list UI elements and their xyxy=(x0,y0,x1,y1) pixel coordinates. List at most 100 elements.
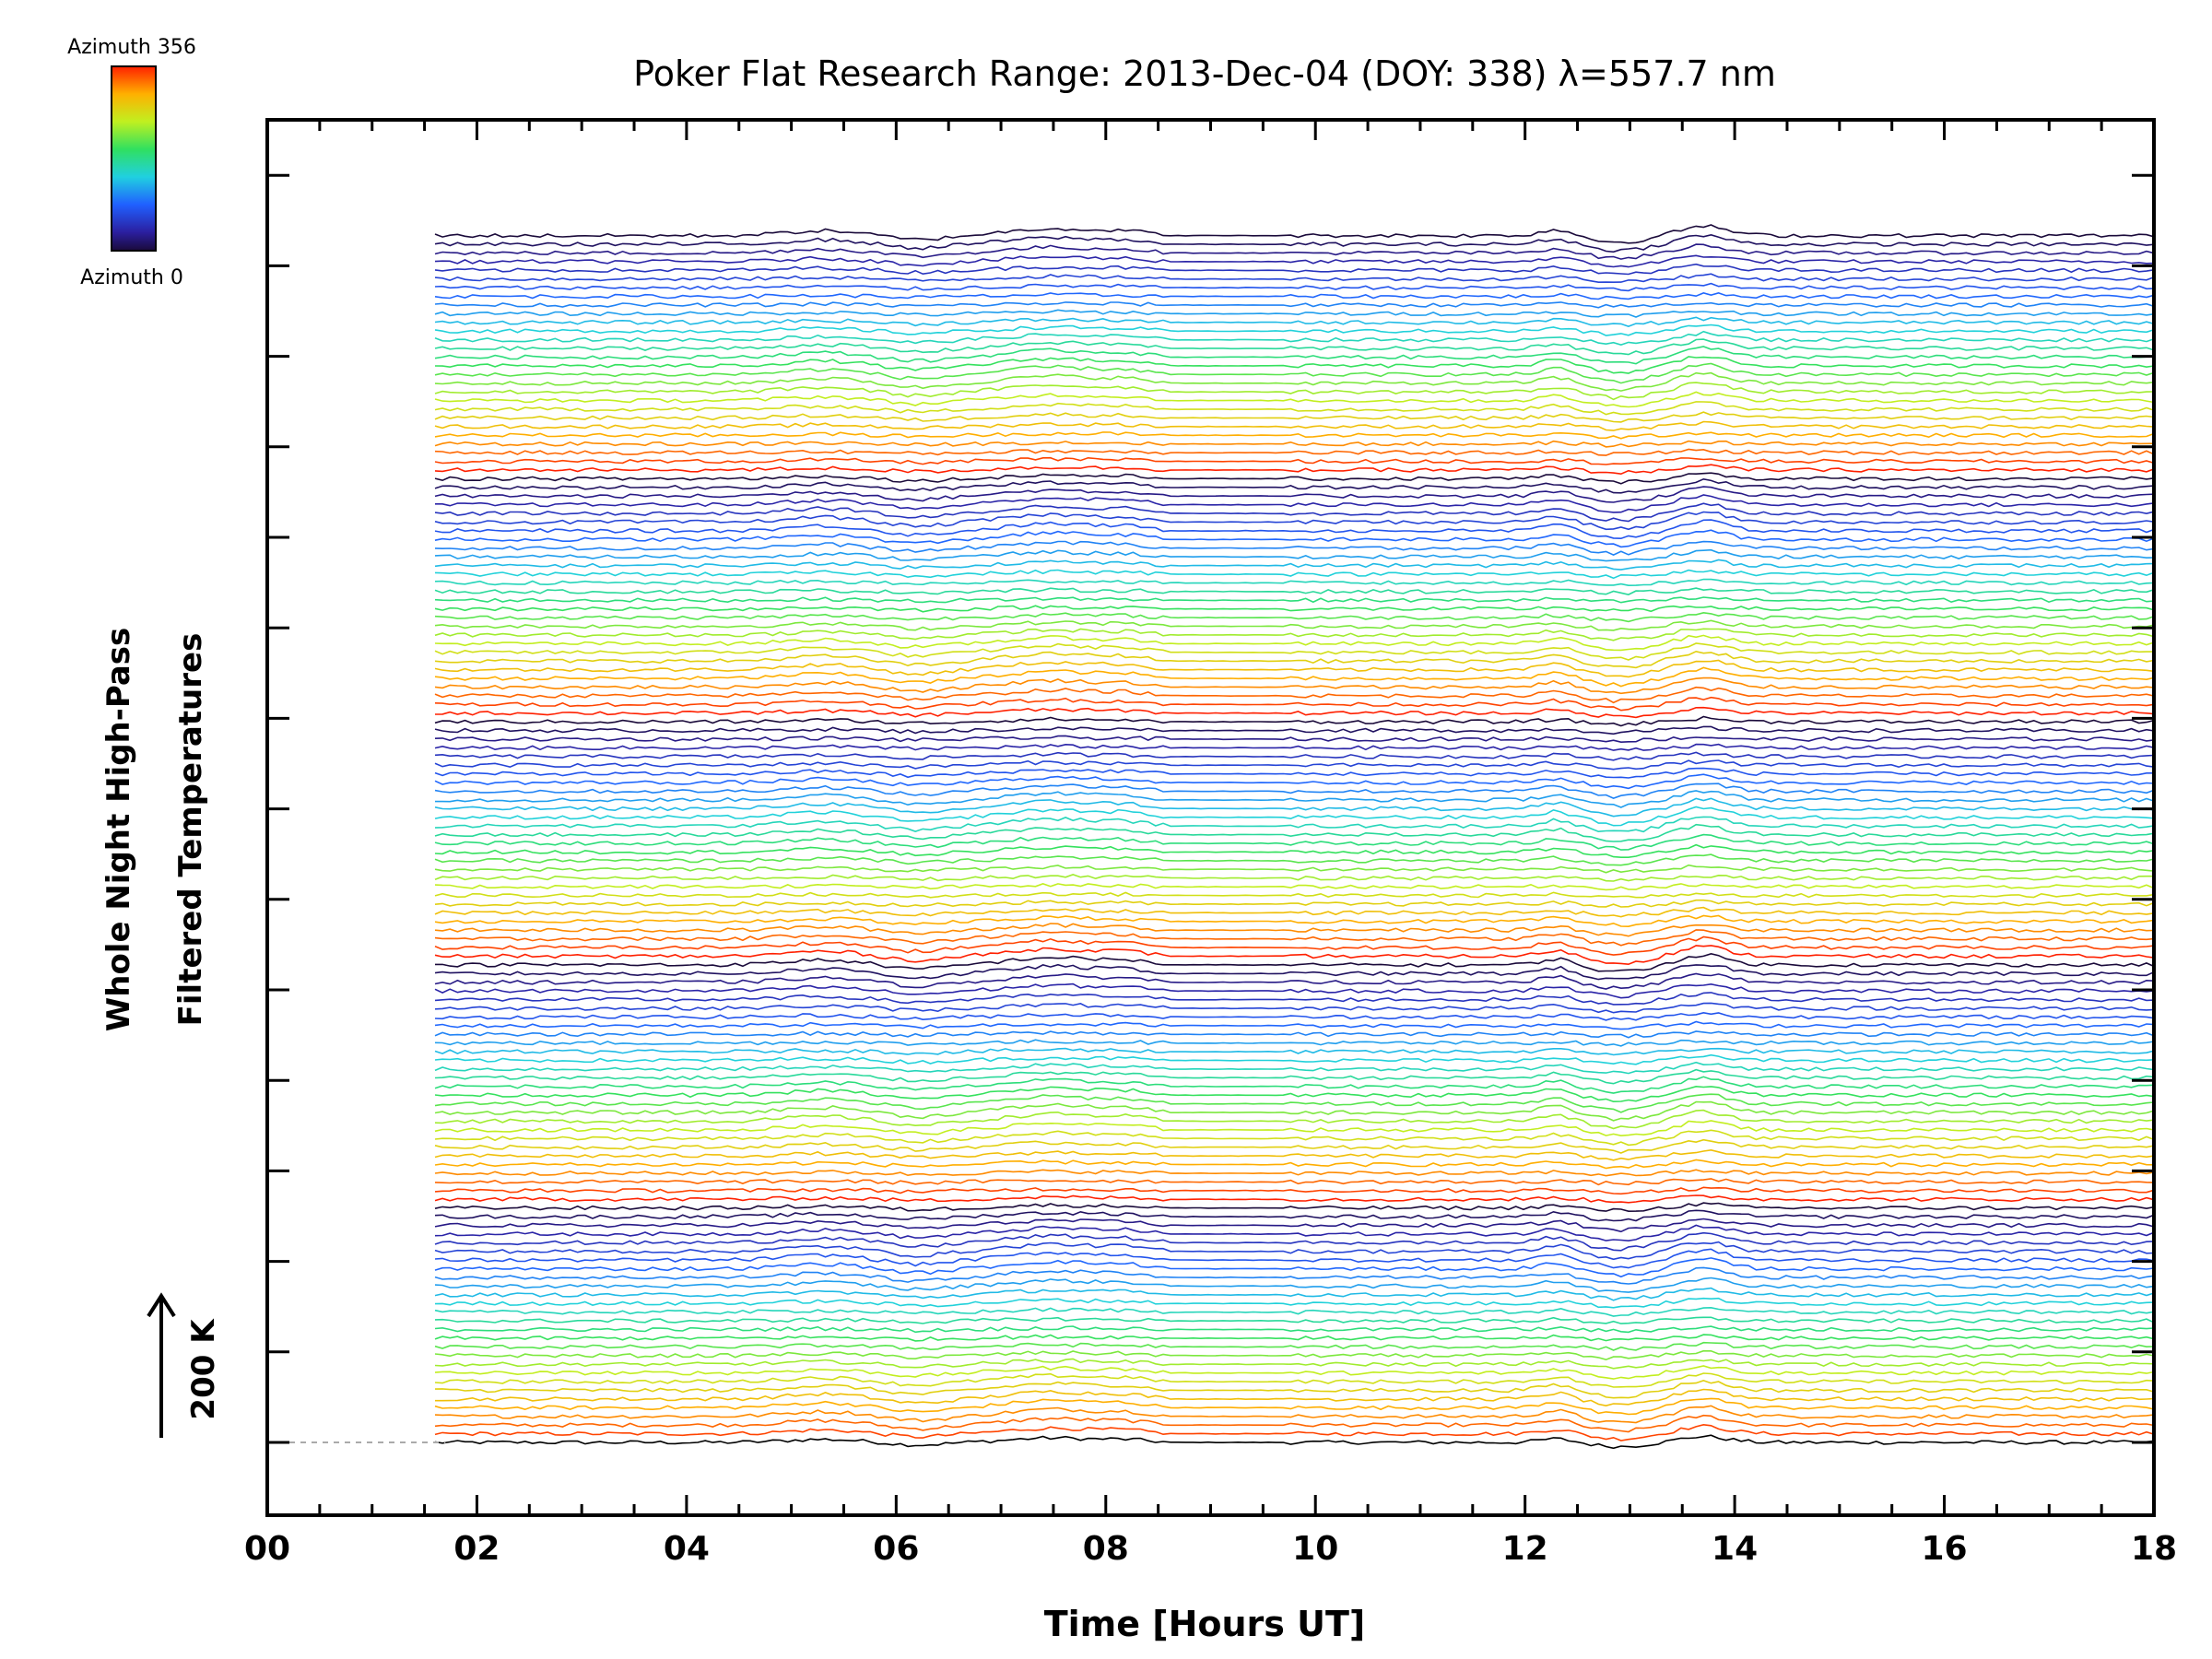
series-line-137 xyxy=(434,243,2155,260)
series-line-77 xyxy=(434,767,2154,779)
colorbar-top-label: Azimuth 356 xyxy=(67,36,196,59)
series-line-34 xyxy=(434,1138,2155,1154)
x-tick-label: 04 xyxy=(664,1530,710,1568)
x-tick-label: 14 xyxy=(1712,1530,1758,1568)
series-line-56 xyxy=(434,945,2155,966)
series-line-38 xyxy=(434,1100,2155,1122)
series-line-30 xyxy=(434,1178,2155,1186)
series-line-37 xyxy=(434,1109,2155,1130)
series-line-125 xyxy=(434,346,2155,365)
scale-bar-arrow-head xyxy=(147,1292,176,1318)
series-line-13 xyxy=(434,1325,2155,1334)
series-line-135 xyxy=(434,263,2155,276)
series-line-112 xyxy=(434,464,2155,476)
series-line-93 xyxy=(434,628,2155,641)
series-line-122 xyxy=(434,371,2155,392)
series-line-111 xyxy=(434,472,2155,485)
series-line-19 xyxy=(434,1266,2155,1285)
series-line-85 xyxy=(434,696,2155,712)
series-line-91 xyxy=(434,642,2154,661)
x-tick-label: 18 xyxy=(2131,1530,2177,1568)
series-line-87 xyxy=(434,677,2155,695)
series-line-120 xyxy=(434,391,2155,408)
series-line-123 xyxy=(434,362,2155,384)
series-line-16 xyxy=(434,1297,2155,1309)
series-line-57 xyxy=(434,935,2155,956)
series-line-26 xyxy=(434,1209,2155,1222)
series-line-103 xyxy=(434,540,2155,556)
series-line-46 xyxy=(434,1039,2155,1047)
series-line-28 xyxy=(434,1194,2155,1204)
series-line-72 xyxy=(434,806,2155,827)
series-line-109 xyxy=(434,486,2155,503)
series-line-106 xyxy=(434,511,2155,531)
series-line-108 xyxy=(435,494,2155,513)
series-line-9 xyxy=(434,1358,2155,1370)
series-line-92 xyxy=(434,634,2155,652)
series-line-10 xyxy=(434,1349,2155,1361)
series-line-40 xyxy=(434,1085,2155,1103)
series-line-100 xyxy=(434,569,2155,580)
colorbar: Azimuth 356 Azimuth 0 xyxy=(67,36,196,289)
series-line-118 xyxy=(434,411,2155,423)
series-line-124 xyxy=(434,356,2155,374)
series-line-60 xyxy=(434,914,2155,928)
series-line-127 xyxy=(434,330,2155,346)
x-axis-label: Time [Hours UT] xyxy=(1044,1604,1366,1644)
series-line-49 xyxy=(434,1011,2155,1021)
series-line-62 xyxy=(434,899,2155,908)
series-line-84 xyxy=(434,706,2155,719)
series-line-54 xyxy=(434,963,2155,981)
series-line-121 xyxy=(434,382,2155,401)
series-line-113 xyxy=(434,456,2155,465)
series-line-83 xyxy=(434,715,2155,727)
series-line-61 xyxy=(434,906,2155,918)
series-line-90 xyxy=(434,650,2155,669)
x-tick-labels: 00 02 04 06 08 10 12 14 16 18 xyxy=(244,1530,2177,1568)
scale-bar: 200 K xyxy=(147,1292,222,1438)
x-tick-label: 06 xyxy=(873,1530,919,1568)
series-line-5 xyxy=(435,1388,2155,1407)
series-line-12 xyxy=(434,1334,2155,1342)
series-line-136 xyxy=(434,254,2155,268)
series-line-64 xyxy=(434,883,2155,891)
series-line-80 xyxy=(434,743,2155,751)
series-line-131 xyxy=(434,301,2155,309)
series-line-36 xyxy=(434,1120,2155,1137)
series-line-133 xyxy=(434,282,2155,292)
series-line-17 xyxy=(434,1287,2155,1301)
series-line-8 xyxy=(434,1365,2155,1380)
series-line-21 xyxy=(434,1248,2155,1269)
series-line-66 xyxy=(434,864,2155,874)
series-line-51 xyxy=(434,992,2155,1006)
series-line-138 xyxy=(434,233,2155,253)
series-line-82 xyxy=(434,725,2155,735)
series-line-110 xyxy=(434,477,2155,494)
y-axis-label-line2: Filtered Temperatures xyxy=(172,633,209,1027)
series-line-96 xyxy=(434,605,2155,613)
series-line-99 xyxy=(434,578,2155,587)
series-line-71 xyxy=(434,816,2155,833)
series-line-50 xyxy=(434,1002,2155,1014)
series-line-104 xyxy=(434,529,2155,548)
series-line-18 xyxy=(434,1277,2155,1293)
series-line-102 xyxy=(434,548,2155,562)
series-line-58 xyxy=(434,929,2155,947)
series-line-88 xyxy=(434,666,2155,688)
series-line-134 xyxy=(434,273,2155,284)
series-line-74 xyxy=(435,790,2155,808)
series-line-73 xyxy=(434,797,2155,818)
chart-title: Poker Flat Research Range: 2013-Dec-04 (… xyxy=(633,53,1776,94)
series-line-22 xyxy=(434,1241,2155,1261)
series-line-67 xyxy=(434,853,2155,866)
series-line-116 xyxy=(434,431,2155,440)
series-line-6 xyxy=(434,1380,2155,1399)
x-tick-label: 08 xyxy=(1083,1530,1129,1568)
series-line-31 xyxy=(434,1169,2155,1177)
series-line-95 xyxy=(434,611,2155,623)
series-line-76 xyxy=(434,773,2155,790)
series-line-70 xyxy=(434,823,2155,842)
series-line-15 xyxy=(434,1306,2155,1317)
series-line-29 xyxy=(434,1186,2155,1195)
